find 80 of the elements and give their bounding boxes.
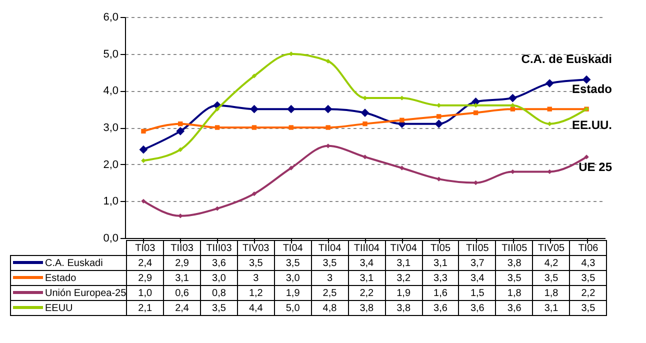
data-label: 3,5 [570,300,607,316]
x-tick-label: TII04 [311,240,348,256]
data-label: 1,9 [385,286,422,300]
data-label: 3,6 [458,300,496,316]
data-label: 3,6 [496,300,533,316]
data-label: 1,6 [422,286,459,300]
data-label: 3,0 [200,270,238,286]
data-label: 3,5 [496,270,533,286]
data-label: 3,5 [532,270,570,286]
data-label: 3,0 [274,270,312,286]
data-label: 1,8 [496,286,533,300]
data-label: 3,8 [348,300,386,316]
data-label: 3,1 [164,270,201,286]
data-label: 3,1 [385,256,422,270]
y-tick-label: 6,0 [103,12,118,24]
data-label: 3,5 [274,256,312,270]
data-label: 1,8 [532,286,570,300]
y-tick-label: 3,0 [103,122,118,134]
data-label: 0,8 [200,286,238,300]
data-label: 3,6 [200,256,238,270]
x-tick-label: TIV03 [237,240,274,256]
data-label: 3,5 [311,256,348,270]
data-label: 1,0 [126,286,164,300]
y-tick-label: 2,0 [103,158,118,171]
data-label: 3,5 [200,300,238,316]
data-label: 4,8 [311,300,348,316]
data-label: 3,4 [458,270,496,286]
data-label: 2,5 [311,286,348,300]
data-label: 0,6 [164,286,201,300]
x-tick-label: TI04 [274,240,312,256]
x-tick-label: TIII04 [348,240,386,256]
annotation: UE 25 [578,160,612,174]
data-label: 3,3 [422,270,459,286]
data-label: 1,9 [274,286,312,300]
data-label: 2,9 [164,256,201,270]
data-label: 2,2 [348,286,386,300]
x-tick-label: TI03 [126,240,164,256]
legend-label: EEUU [10,300,127,316]
legend-label: Estado [10,270,127,286]
x-tick-label: TI05 [422,240,459,256]
data-label: 1,5 [458,286,496,300]
data-label: 3,1 [348,270,386,286]
data-label: 2,4 [164,300,201,316]
data-label: 2,2 [570,286,607,300]
x-tick-label: TI06 [570,240,607,256]
legend-label: C.A. Euskadi [10,256,127,270]
y-tick-label: 4,0 [103,85,118,98]
data-label: 1,2 [237,286,274,300]
x-tick-label: TIII05 [496,240,533,256]
data-label: 3,6 [422,300,459,316]
data-label: 5,0 [274,300,312,316]
data-label: 3 [311,270,348,286]
x-tick-label: TIV04 [385,240,422,256]
legend-label: Unión Europea-25 [10,286,127,300]
data-label: 2,1 [126,300,164,316]
data-label: 3,1 [532,300,570,316]
data-label: 4,2 [532,256,570,270]
data-label: 2,4 [126,256,164,270]
x-tick-label: TII05 [458,240,496,256]
y-tick-label: 5,0 [103,48,118,60]
x-tick-label: TII03 [164,240,201,256]
y-tick-label: 0,0 [103,232,118,244]
annotation: Estado [572,82,612,96]
annotation: C.A. de Euskadi [521,52,612,66]
x-tick-label: TIII03 [200,240,238,256]
data-label: 3,2 [385,270,422,286]
data-label: 3,5 [570,270,607,286]
data-label: 3 [237,270,274,286]
y-tick-label: 1,0 [103,196,118,208]
data-label: 4,3 [570,256,607,270]
data-label: 3,8 [496,256,533,270]
data-label: 3,5 [237,256,274,270]
data-label: 3,1 [422,256,459,270]
data-label: 3,8 [385,300,422,316]
data-label: 2,9 [126,270,164,286]
data-label: 3,4 [348,256,386,270]
data-label: 3,7 [458,256,496,270]
x-tick-label: TIV05 [532,240,570,256]
data-label: 4,4 [237,300,274,316]
annotation: EE.UU. [572,118,612,132]
